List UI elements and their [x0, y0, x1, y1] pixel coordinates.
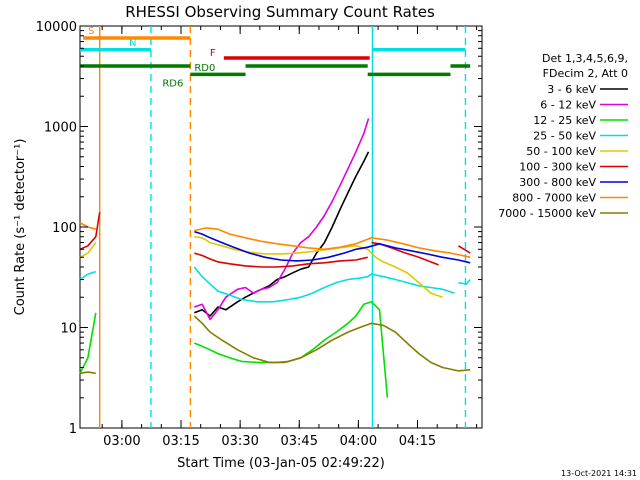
series-line-segment	[194, 151, 370, 317]
x-axis-ticks: 03:00 03:15 03:30 03:45 04:00 04:15	[101, 26, 478, 449]
series-7000-15000-keV-kev	[79, 315, 471, 375]
y-axis-ticks: 1 10 100 1000 10000	[36, 20, 482, 437]
series-line-segment	[79, 312, 97, 374]
legend-header-2: FDecim 2, Att 0	[543, 67, 628, 80]
series-line-segment	[458, 278, 471, 285]
series-line-segment	[194, 230, 471, 264]
x-tick-label: 03:45	[281, 434, 318, 449]
y-tick-label: 100	[52, 221, 77, 236]
legend-entry-label: 12 - 25 keV	[533, 114, 596, 127]
legend-entry-label: 6 - 12 keV	[540, 99, 596, 112]
series-line-segment	[194, 118, 370, 321]
legend: Det 1,3,4,5,6,9, FDecim 2, Att 0 3 - 6 k…	[498, 52, 628, 220]
x-tick-label: 03:30	[221, 434, 258, 449]
series-3-6-keV-kev	[194, 151, 370, 317]
y-axis-label: Count Rate (s⁻¹ detector⁻¹)	[13, 139, 28, 316]
flag-label-rd0: RD0	[194, 63, 215, 74]
legend-entry-label: 3 - 6 keV	[547, 83, 596, 96]
legend-entry-label: 7000 - 15000 keV	[498, 207, 596, 220]
legend-entry-label: 25 - 50 keV	[533, 130, 596, 143]
series-300-800-keV-kev	[194, 230, 471, 264]
series-line-segment	[193, 266, 455, 303]
flag-label-f: F	[210, 48, 216, 59]
y-tick-label: 10	[60, 322, 77, 337]
flag-bars: S N F RD0 RD6	[80, 26, 471, 89]
plot-area	[79, 25, 483, 429]
x-tick-label: 03:00	[103, 434, 140, 449]
chart-title: RHESSI Observing Summary Count Rates	[125, 3, 435, 21]
series-line-segment	[194, 227, 471, 259]
flag-label-n: N	[129, 38, 136, 49]
legend-header-1: Det 1,3,4,5,6,9,	[542, 52, 628, 65]
legend-entry-label: 800 - 7000 keV	[512, 192, 596, 205]
series-line-segment	[193, 315, 471, 372]
series-line-segment	[79, 242, 97, 259]
y-tick-label: 1000	[44, 121, 77, 136]
x-tick-label: 03:15	[162, 434, 199, 449]
series-line-segment	[194, 252, 368, 268]
series-line-segment	[79, 212, 101, 251]
flag-label-s: S	[88, 26, 94, 37]
y-tick-label: 1	[69, 422, 77, 437]
series-line-segment	[79, 371, 96, 375]
legend-entry-label: 300 - 800 keV	[519, 176, 596, 189]
series-line-segment	[457, 245, 471, 254]
x-tick-label: 04:00	[340, 434, 377, 449]
x-axis-label: Start Time (03-Jan-05 02:49:22)	[177, 456, 385, 471]
vertical-markers	[99, 26, 467, 428]
footer-date: 13-Oct-2021 14:31	[561, 469, 637, 478]
flag-label-rd6: RD6	[162, 78, 183, 89]
series-25-50-keV-kev	[79, 266, 471, 303]
x-tick-label: 04:15	[399, 434, 436, 449]
series-line-segment	[79, 270, 97, 281]
series-6-12-keV-kev	[194, 118, 370, 321]
y-tick-label: 10000	[36, 20, 77, 35]
legend-entry-label: 50 - 100 keV	[526, 145, 596, 158]
legend-entry-label: 100 - 300 keV	[519, 161, 596, 174]
count-rate-series	[79, 118, 471, 398]
